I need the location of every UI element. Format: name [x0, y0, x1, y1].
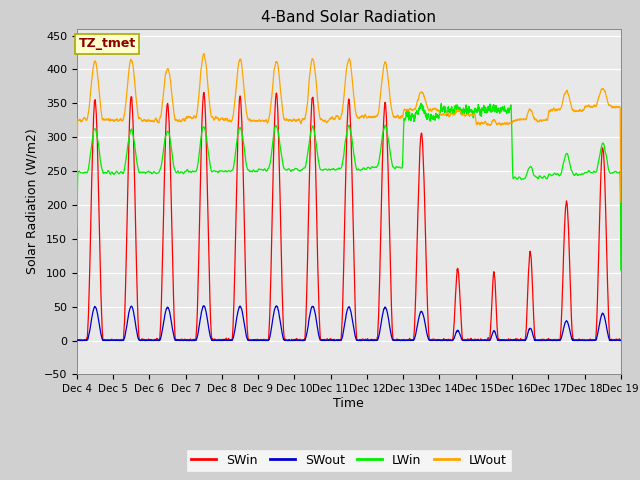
Text: TZ_tmet: TZ_tmet	[79, 37, 136, 50]
Y-axis label: Solar Radiation (W/m2): Solar Radiation (W/m2)	[25, 129, 38, 275]
Legend: SWin, SWout, LWin, LWout: SWin, SWout, LWin, LWout	[186, 449, 512, 472]
X-axis label: Time: Time	[333, 397, 364, 410]
Title: 4-Band Solar Radiation: 4-Band Solar Radiation	[261, 10, 436, 25]
